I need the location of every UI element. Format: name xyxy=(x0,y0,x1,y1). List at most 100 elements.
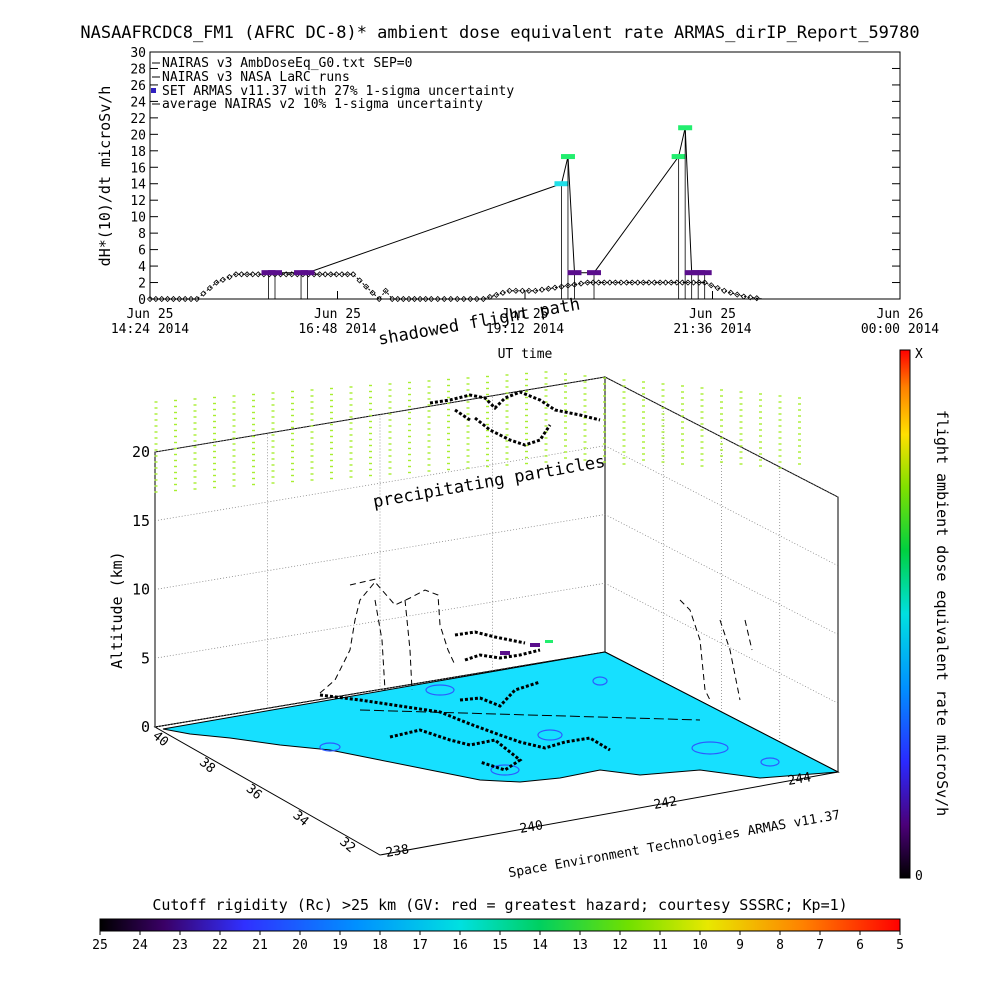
x-tick-label-date: Jun 25 xyxy=(127,307,174,322)
altitude-3d-panel: 0 5 10 15 20 Altitude (km) 40 38 36 34 32 238 240… xyxy=(108,294,841,881)
colorbar-bottom-label: Cutoff rigidity (Rc) >25 km (GV: red = g… xyxy=(152,896,847,914)
latitude-tick-label: 36 xyxy=(243,782,265,804)
nairas-point xyxy=(480,295,487,303)
longitude-tick-label: 240 xyxy=(519,818,545,837)
colorbar-right-bottom: 0 xyxy=(915,869,923,884)
credit-label: Space Environment Technologies ARMAS v11… xyxy=(507,808,841,881)
legend-entry-3: SET ARMAS v11.37 with 27% 1-sigma uncert… xyxy=(162,84,514,99)
armas-point xyxy=(671,154,686,160)
y-tick-label: 26 xyxy=(130,79,146,94)
y-tick-label: 4 xyxy=(138,260,146,275)
nairas-point xyxy=(512,287,519,294)
colorbar-right-label: flight ambient dose equivalent rate micr… xyxy=(933,410,951,816)
legend-entry-4: average NAIRAS v2 10% 1-sigma uncertaint… xyxy=(162,97,483,112)
colorbar-bottom-tick-label: 6 xyxy=(856,938,864,953)
nairas-point xyxy=(316,271,323,278)
x-tick-label-time: 14:24 2014 xyxy=(111,322,189,337)
nairas-point xyxy=(612,279,619,286)
nairas-point xyxy=(389,295,396,303)
wall-grid-h xyxy=(604,514,839,635)
nairas-point xyxy=(255,271,262,278)
colorbar-bottom-tick-label: 19 xyxy=(332,938,348,953)
altitude-tick-label: 5 xyxy=(141,649,150,667)
latitude-tick-label: 40 xyxy=(149,729,171,751)
latitude-tick-label: 34 xyxy=(290,808,312,830)
altitude-tick-label: 10 xyxy=(132,581,150,599)
y-tick-label: 8 xyxy=(138,227,146,242)
nairas-point xyxy=(376,295,383,303)
longitude-tick-label: 238 xyxy=(385,842,411,861)
series-line-nairas xyxy=(150,273,764,300)
nairas-point xyxy=(617,279,625,286)
colorbar-right-top: X xyxy=(915,347,923,362)
x-tick-label-date: Jun 25 xyxy=(502,307,549,322)
nairas-point xyxy=(753,295,760,302)
colorbar-bottom-tick-label: 7 xyxy=(816,938,824,953)
wall-grid-h xyxy=(154,376,606,453)
y-tick-label: 6 xyxy=(138,244,146,259)
nairas-point xyxy=(701,279,708,286)
nairas-point xyxy=(662,279,669,286)
nairas-point xyxy=(200,290,207,297)
nairas-point xyxy=(590,279,597,286)
y-tick-label: 2 xyxy=(138,277,146,292)
y-tick-label: 16 xyxy=(130,161,146,176)
y-tick-label: 14 xyxy=(130,178,146,193)
altitude-tick-label: 0 xyxy=(141,718,150,736)
contour xyxy=(592,676,608,686)
nairas-point xyxy=(656,279,664,286)
x-tick-label-date: Jun 25 xyxy=(689,307,736,322)
armas-point xyxy=(587,270,602,276)
nairas-point xyxy=(369,289,376,296)
longitude-ticks: 238 240 242 244 xyxy=(385,770,813,861)
ground-flight-path xyxy=(319,680,611,772)
nairas-point xyxy=(182,295,189,303)
colorbar-right-bar xyxy=(899,349,911,879)
nairas-point xyxy=(206,284,213,292)
nairas-point xyxy=(486,293,493,301)
nairas-point xyxy=(640,279,647,286)
nairas-point xyxy=(634,279,641,286)
nairas-point xyxy=(673,279,680,286)
colorbar-bottom-tick-label: 23 xyxy=(172,938,188,953)
nairas-point xyxy=(538,286,545,293)
wall-grid-h xyxy=(154,445,606,522)
nairas-point xyxy=(187,295,195,303)
nairas-point xyxy=(244,271,251,278)
nairas-point xyxy=(322,271,329,278)
armas-point xyxy=(300,270,315,276)
contour xyxy=(319,742,341,752)
colorbar-bottom-tick-label: 9 xyxy=(736,938,744,953)
colorbar-bottom-tick-label: 8 xyxy=(776,938,784,953)
series-layer xyxy=(146,125,764,303)
y-tick-label: 0 xyxy=(138,293,146,308)
nairas-point xyxy=(493,291,500,298)
armas-marker xyxy=(500,651,510,655)
nairas-point xyxy=(428,295,435,303)
colorbar-bottom-tick-label: 20 xyxy=(292,938,308,953)
nairas-point xyxy=(363,283,370,290)
nairas-point xyxy=(447,295,454,303)
nairas-point xyxy=(382,287,389,294)
nairas-point xyxy=(411,295,418,303)
contour xyxy=(537,729,563,741)
nairas-point xyxy=(629,279,636,286)
wall-grid-h xyxy=(154,514,606,590)
nairas-point xyxy=(405,295,412,303)
dose-rate-colorbar: X 0 flight ambient dose equivalent rate … xyxy=(899,347,951,884)
nairas-point xyxy=(740,293,747,300)
altitude-flight-path xyxy=(319,577,753,701)
longitude-tick-label: 242 xyxy=(653,794,679,813)
altitude-axis-label: Altitude (km) xyxy=(108,551,126,668)
cutoff-rigidity-surface xyxy=(162,651,840,783)
nairas-point xyxy=(577,280,585,287)
contour xyxy=(760,757,780,767)
colorbar-bottom-tick-label: 16 xyxy=(452,938,468,953)
nairas-point xyxy=(551,284,559,291)
nairas-point xyxy=(232,271,240,278)
nairas-point xyxy=(651,279,658,286)
nairas-point xyxy=(176,295,183,303)
surface-contours xyxy=(319,676,780,776)
